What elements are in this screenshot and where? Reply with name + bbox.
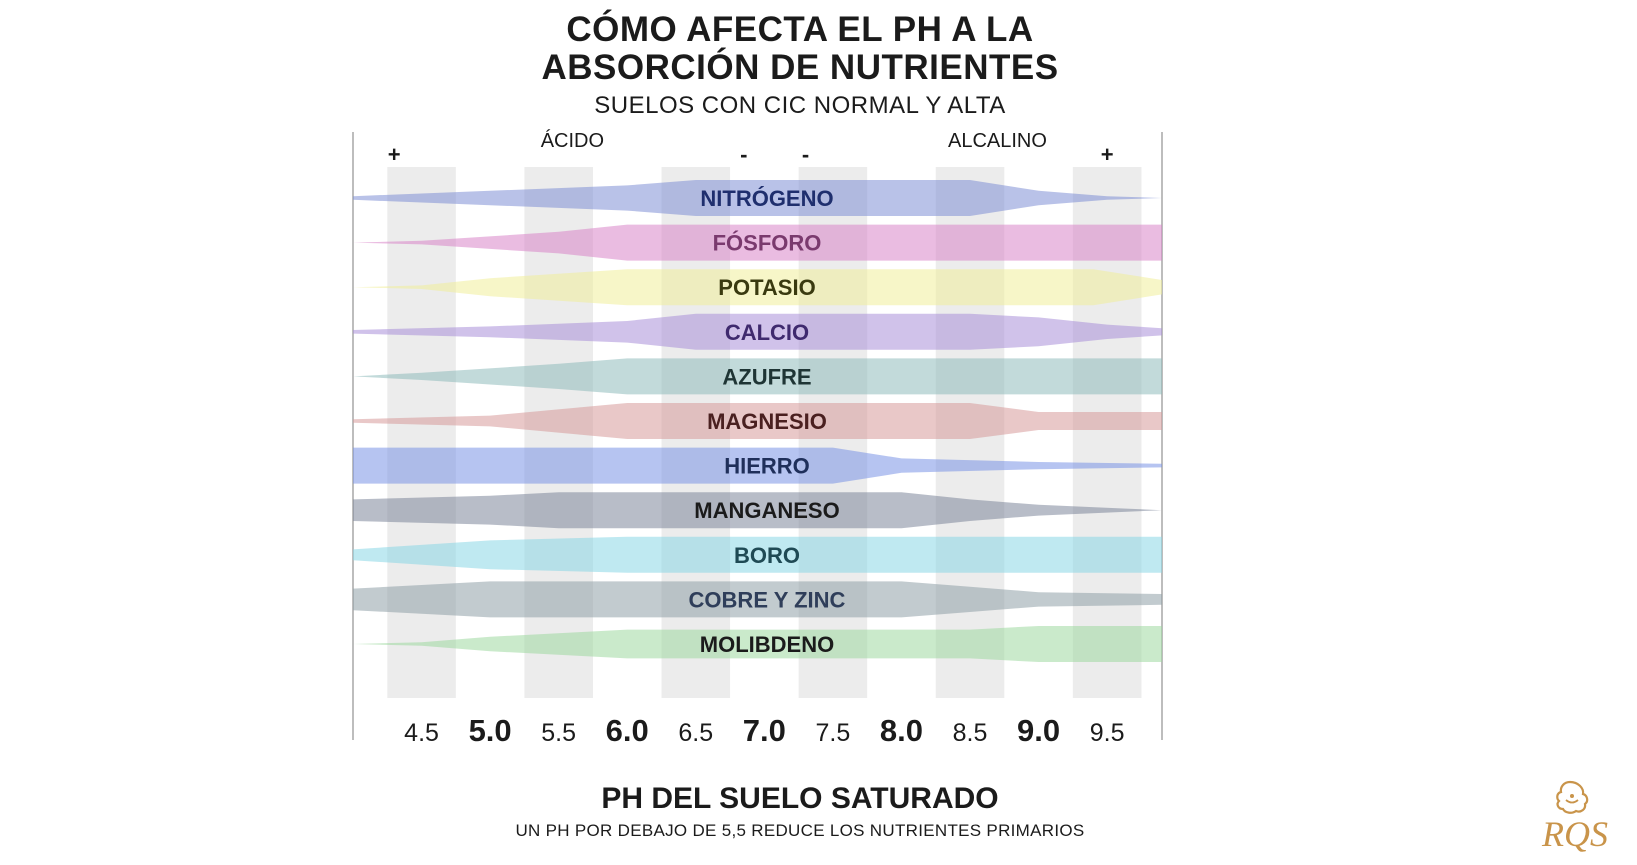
acidity-label: - [740, 142, 747, 167]
nutrient-band [353, 358, 1162, 395]
nutrient-band [353, 492, 1162, 529]
x-tick-label: 9.5 [1090, 719, 1125, 747]
x-tick-label: 8.0 [880, 713, 923, 748]
nutrient-band [353, 626, 1162, 662]
chart-title-line-1: CÓMO AFECTA EL PH A LA [566, 10, 1034, 49]
nutrient-label: POTASIO [718, 275, 815, 300]
x-axis-subtitle: UN PH POR DEBAJO DE 5,5 REDUCE LOS NUTRI… [515, 821, 1085, 840]
x-tick-label: 5.5 [541, 719, 576, 747]
nutrient-label: AZUFRE [722, 364, 811, 389]
nutrient-band [353, 313, 1162, 350]
nutrient-bands: NITRÓGENO FÓSFORO POTASIO CALCIO AZUFRE MAGNE… [353, 180, 1162, 662]
nutrient-label: BORO [734, 543, 800, 568]
nutrient-label: FÓSFORO [713, 231, 822, 256]
acidity-label: ÁCIDO [541, 129, 604, 152]
lion-emblem-icon [1556, 780, 1589, 814]
acidity-label: + [388, 142, 401, 167]
nutrient-label: HIERRO [724, 454, 810, 479]
nutrient-band [353, 447, 1162, 484]
x-tick-label: 6.0 [606, 713, 649, 748]
acidity-label: - [802, 142, 809, 167]
chart-title-line-2: ABSORCIÓN DE NUTRIENTES [541, 48, 1059, 87]
nutrient-band [353, 536, 1162, 573]
nutrient-label: CALCIO [725, 320, 809, 345]
acidity-label: + [1101, 142, 1114, 167]
nutrient-band [353, 581, 1162, 618]
nutrient-label: NITRÓGENO [700, 186, 833, 211]
nutrient-label: MAGNESIO [707, 409, 827, 434]
x-tick-label: 4.5 [404, 719, 439, 747]
rqs-logo: RQS [1541, 780, 1608, 854]
nutrient-ph-chart: NITRÓGENO FÓSFORO POTASIO CALCIO AZUFRE MAGNE… [352, 129, 1163, 748]
x-axis-title: PH DEL SUELO SATURADO [601, 782, 999, 815]
nutrient-band [353, 269, 1162, 306]
nutrient-label: COBRE Y ZINC [689, 587, 846, 612]
ph-column-band [387, 167, 456, 698]
nutrient-band [353, 403, 1162, 439]
nutrient-label: MOLIBDENO [700, 632, 834, 657]
nutrient-label: MANGANESO [694, 498, 839, 523]
x-tick-label: 5.0 [469, 713, 512, 748]
nutrient-band [353, 224, 1162, 261]
x-tick-label: 6.5 [678, 719, 713, 747]
x-axis-tick-labels: 4.5 5.0 5.5 6.0 6.5 7.0 7.5 8.0 8.5 9.0 9.5 [404, 713, 1124, 748]
nutrient-band [353, 180, 1162, 216]
acidity-labels: + ÁCIDO - - ALCALINO + [388, 129, 1114, 167]
acidity-label: ALCALINO [948, 130, 1047, 152]
x-tick-label: 7.5 [816, 719, 851, 747]
chart-subtitle: SUELOS CON CIC NORMAL Y ALTA [594, 92, 1006, 119]
x-tick-label: 7.0 [743, 713, 786, 748]
svg-text:RQS: RQS [1541, 814, 1608, 854]
x-tick-label: 9.0 [1017, 713, 1060, 748]
x-tick-label: 8.5 [953, 719, 988, 747]
